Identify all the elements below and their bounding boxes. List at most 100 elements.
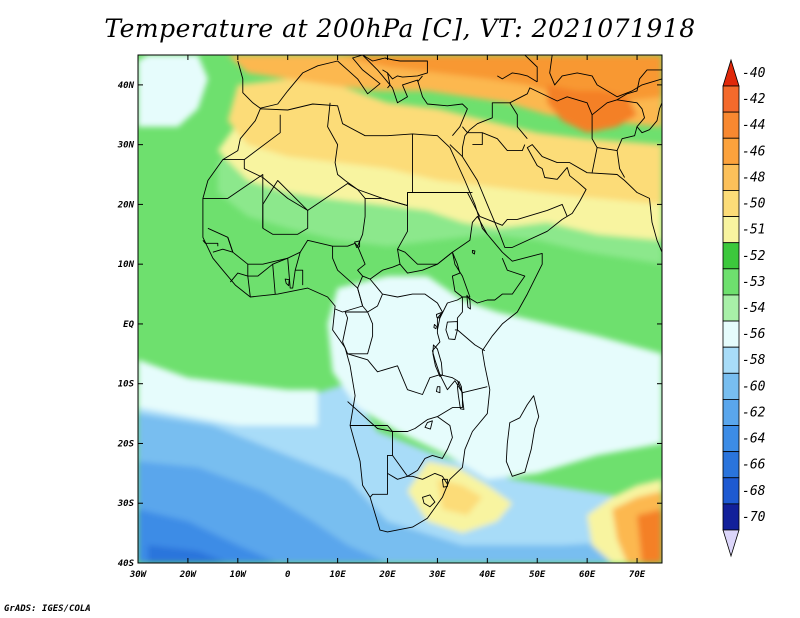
country-border-36 (467, 192, 568, 226)
y-tick-label-2: 20N (117, 200, 135, 210)
temperature-region-17 (437, 479, 483, 516)
swaziland-border (441, 478, 448, 488)
country-border-12 (357, 275, 383, 313)
colorbar-label-4: -48 (742, 170, 766, 185)
country-border-45 (497, 72, 538, 83)
country-border-6 (365, 197, 471, 298)
lake-outline-10 (435, 386, 441, 394)
y-tick-label-8: 40S (118, 559, 135, 569)
y-tick-label-4: EQ (123, 320, 134, 330)
colorbar-label-14: -64 (742, 432, 765, 447)
lake-outline-5 (354, 240, 361, 248)
y-tick-label-7: 30S (117, 499, 135, 509)
country-border-43 (382, 69, 391, 89)
colorbar-swatch-1 (722, 85, 740, 113)
country-border-28 (212, 248, 233, 253)
country-border-30 (227, 237, 234, 253)
coastlines-and-borders (202, 55, 662, 533)
colorbar-swatch-4 (722, 163, 740, 191)
colorbar-swatch-10 (722, 320, 740, 348)
temperature-region-20 (637, 509, 662, 563)
x-tick-label-10: 70E (629, 570, 646, 580)
country-border-24 (229, 272, 251, 298)
x-tick-label-9: 60E (579, 570, 596, 580)
colorbar-label-8: -53 (742, 275, 765, 290)
country-border-46 (524, 55, 538, 82)
country-border-35 (472, 132, 483, 146)
country-border-20 (439, 374, 488, 394)
country-border-42 (387, 60, 428, 80)
colorbar-label-9: -54 (742, 301, 765, 316)
country-border-5 (262, 180, 309, 235)
country-border-27 (295, 269, 304, 286)
colorbar-label-13: -62 (742, 405, 766, 420)
lake-outline-6 (471, 249, 476, 255)
country-border-21 (457, 329, 486, 352)
colorbar-label-15: -66 (742, 458, 766, 473)
country-border-4 (202, 174, 264, 229)
country-border-22 (436, 296, 463, 330)
colorbar-swatch-6 (722, 216, 740, 244)
y-tick-label-5: 10S (118, 380, 135, 390)
colorbar-swatch-8 (722, 268, 740, 296)
x-tick-label-2: 10W (230, 570, 248, 580)
temperature-region-6 (138, 359, 318, 426)
lake-outline-0 (445, 321, 458, 340)
y-tick-label-3: 10N (118, 260, 135, 270)
country-border-17 (350, 425, 393, 498)
country-border-1 (244, 114, 281, 160)
colorbar-label-11: -58 (742, 353, 766, 368)
colorbar-swatch-9 (722, 294, 740, 322)
country-border-19 (387, 472, 448, 485)
madagascar-coastline (505, 395, 540, 477)
country-border-48 (616, 69, 662, 101)
map-axes: 30W 20W 10W 0 10E 20E 30E 40E 50E 60E 70E 40N 30N 20N… (117, 55, 662, 580)
temperature-region-12 (227, 78, 662, 205)
map-plot-area (138, 55, 662, 563)
country-border-23 (454, 297, 463, 331)
y-tick-label-1: 30N (117, 141, 135, 151)
colorbar-label-10: -56 (742, 327, 766, 342)
lake-outline-1 (432, 344, 443, 377)
arabia-coastline (449, 144, 662, 253)
x-tick-label-7: 40E (479, 570, 496, 580)
africa-coastline (202, 103, 543, 533)
map-title: Temperature at 200hPa [C], VT: 202107191… (104, 14, 696, 43)
colorbar-bottom-arrow (722, 529, 740, 558)
colorbar-label-17: -70 (742, 510, 766, 525)
colorbar-swatch-2 (722, 111, 740, 139)
country-border-15 (347, 353, 441, 395)
lake-outline-9 (433, 324, 437, 330)
colorbar-label-1: -42 (742, 92, 766, 107)
lake-outline-4 (284, 278, 290, 287)
colorbar-swatch-11 (722, 346, 740, 374)
map-frame (137, 54, 663, 564)
country-border-47 (549, 55, 662, 98)
country-border-14 (342, 311, 374, 355)
country-border-37 (509, 87, 598, 173)
colorbar-swatch-14 (722, 425, 740, 453)
temperature-region-15 (547, 84, 637, 133)
grads-credit: GrADS: IGES/COLA (4, 604, 91, 614)
colorbar-label-16: -68 (742, 484, 766, 499)
x-tick-label-1: 20W (179, 570, 198, 580)
country-border-44 (362, 55, 401, 62)
colorbar-label-5: -50 (742, 197, 766, 212)
colorbar-label-2: -44 (742, 118, 765, 133)
country-border-25 (247, 263, 276, 295)
x-tick-label-6: 30E (428, 570, 446, 580)
country-border-9 (451, 252, 526, 304)
temperature-region-4 (148, 545, 228, 563)
lake-outline-2 (456, 380, 465, 410)
country-border-13 (332, 246, 364, 313)
country-border-41 (417, 75, 423, 83)
x-tick-label-4: 10E (329, 570, 346, 580)
colorbar-label-12: -60 (742, 379, 766, 394)
country-border-39 (636, 102, 662, 134)
temperature-region-5 (327, 276, 662, 480)
temperature-region-9 (138, 55, 208, 127)
x-tick-label-8: 50E (529, 570, 546, 580)
colorbar-swatch-17 (722, 503, 740, 531)
colorbar-swatch-12 (722, 372, 740, 400)
country-border-34 (461, 102, 528, 157)
